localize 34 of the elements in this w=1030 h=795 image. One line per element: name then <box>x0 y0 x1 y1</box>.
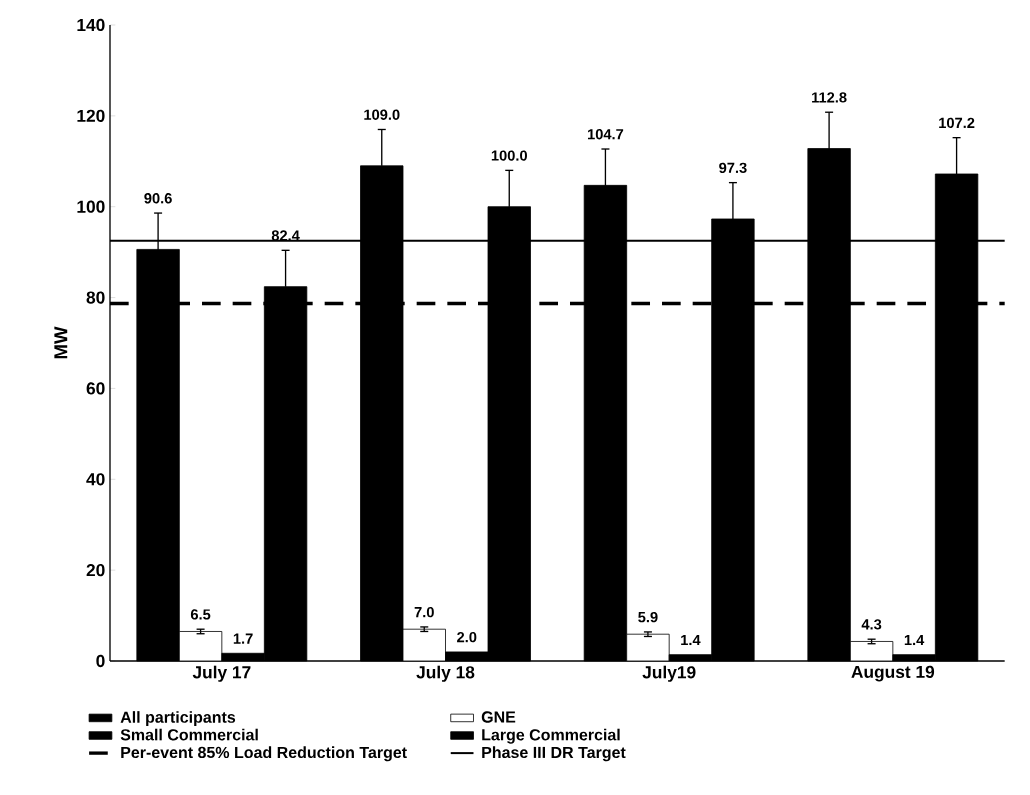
y-axis-title: MW <box>54 326 68 359</box>
data-label: 4.3 <box>861 619 882 630</box>
x-tick-label: August 19 <box>851 665 935 682</box>
y-tick-label: 0 <box>96 654 105 668</box>
data-label: 7.0 <box>414 606 434 618</box>
y-tick-label: 120 <box>77 109 105 122</box>
x-tick-label: July19 <box>642 665 696 682</box>
data-label: 112.8 <box>812 92 847 103</box>
y-tick-label: 80 <box>86 291 105 304</box>
y-tick-label: 140 <box>77 18 105 32</box>
data-label: 1.4 <box>681 634 701 646</box>
x-tick-label: July 18 <box>416 665 475 682</box>
x-tick-label: July 17 <box>192 665 251 682</box>
y-tick-label: 100 <box>77 200 105 213</box>
y-tick-label: 20 <box>86 564 105 577</box>
data-label: 107.2 <box>939 117 975 129</box>
legend-label: All participants <box>120 711 236 727</box>
legend-label: Phase III DR Target <box>482 746 626 762</box>
data-label: 109.0 <box>364 109 400 120</box>
legend-label: Large Commercial <box>482 728 620 744</box>
y-tick-label: 40 <box>86 473 105 486</box>
y-tick-label: 60 <box>86 382 105 395</box>
legend-label: GNE <box>481 711 516 723</box>
data-label: 90.6 <box>144 193 172 204</box>
legend-label: Small Commercial <box>120 728 258 741</box>
data-label: 2.0 <box>457 631 477 643</box>
legend-label: Per-event 85% Load Reduction Target <box>121 746 407 762</box>
data-label: 100.0 <box>491 150 527 161</box>
data-label: 1.4 <box>904 634 925 646</box>
data-label: 5.9 <box>638 611 658 623</box>
data-label: 104.7 <box>588 129 624 140</box>
data-label: 1.7 <box>233 633 253 644</box>
data-label: 97.3 <box>719 162 747 174</box>
data-label: 6.5 <box>190 609 211 620</box>
